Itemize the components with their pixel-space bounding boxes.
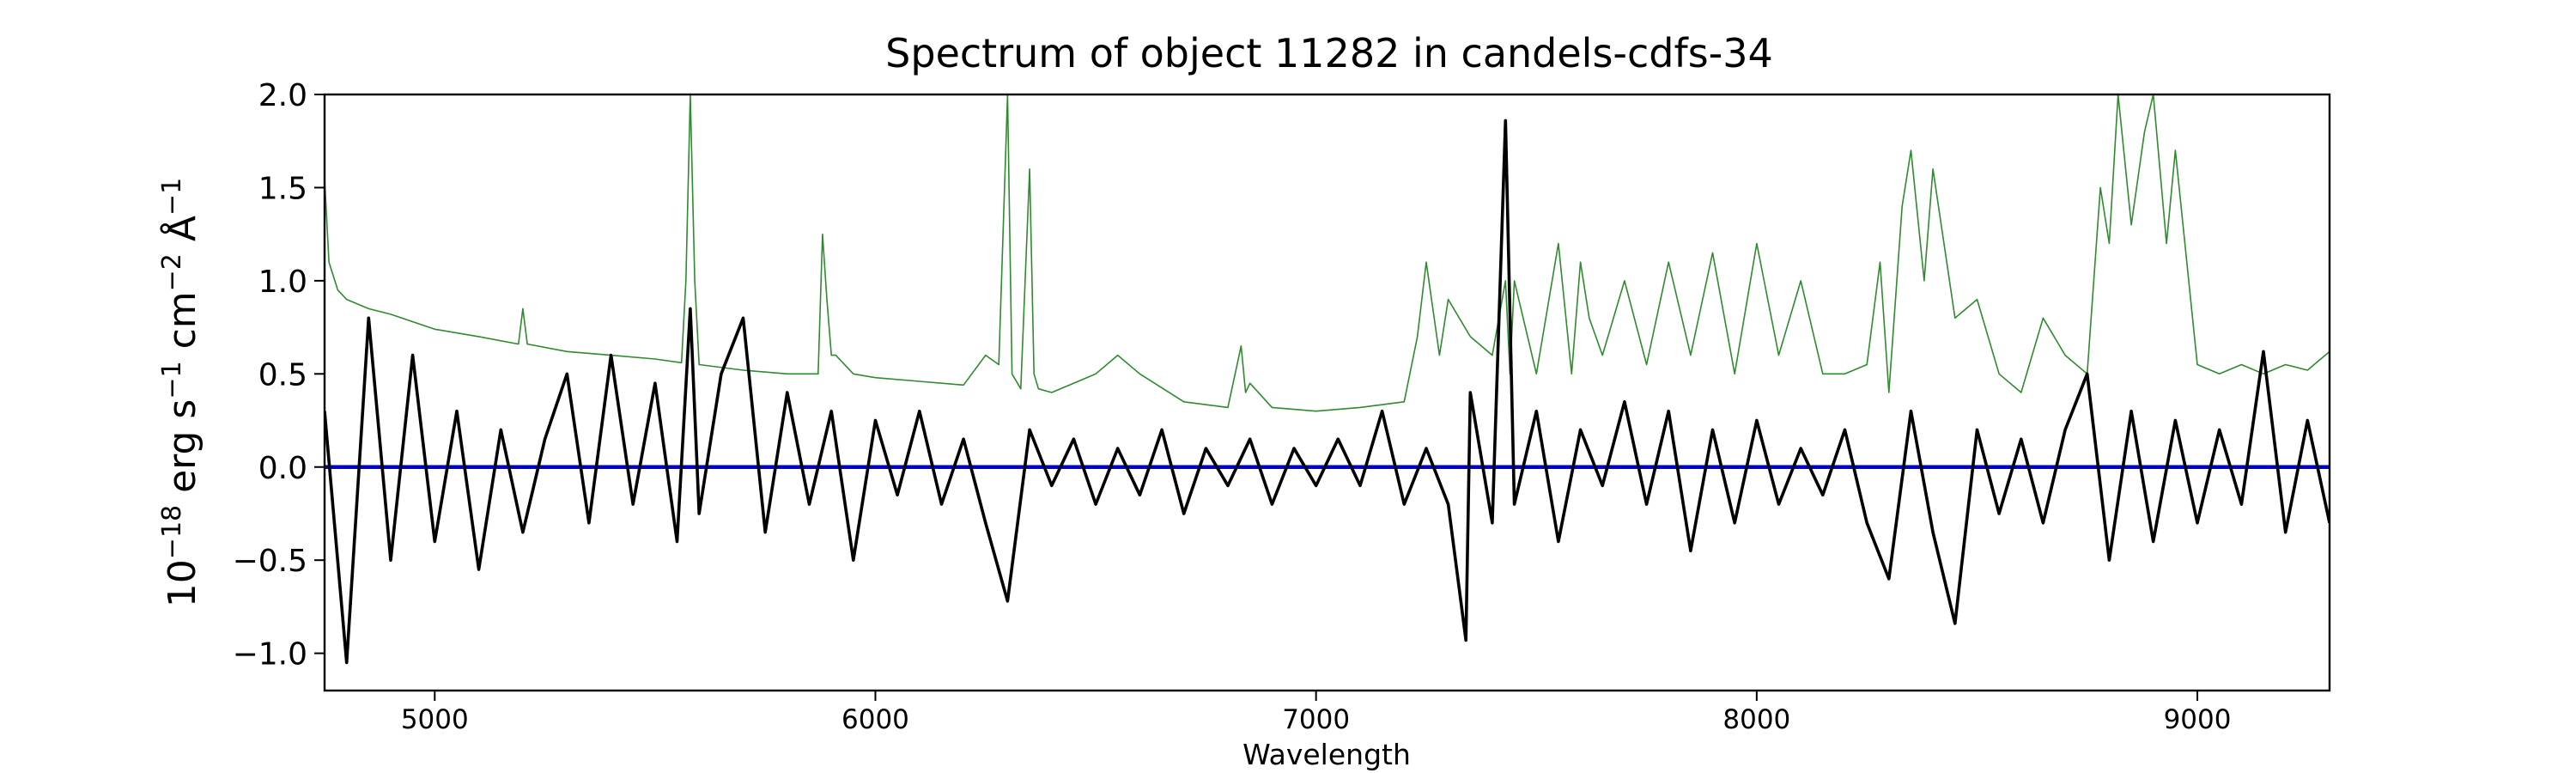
y-label-unit: cm (161, 291, 204, 361)
y-axis-label: 10−18 erg s−1 cm−2 Å−1 (157, 178, 205, 607)
x-tick-label: 6000 (841, 704, 909, 735)
y-tick-label: 1.0 (258, 265, 307, 300)
y-tick-label: −1.0 (233, 637, 307, 673)
x-tick-label: 8000 (1722, 704, 1790, 735)
series-layer (325, 94, 2330, 665)
y-label-unit-exponent: −1 (157, 178, 187, 216)
y-tick-label: −0.5 (233, 544, 307, 579)
y-label-base: 10 (161, 559, 204, 607)
x-tick-label: 9000 (2164, 704, 2232, 735)
y-label-unit: erg s (161, 399, 204, 505)
y-label-exponent: −18 (157, 505, 187, 559)
y-tick-label: 2.0 (258, 78, 307, 113)
y-label-unit-exponent: −2 (157, 253, 187, 291)
flux-spectrum-line (325, 119, 2330, 665)
plot-frame (323, 93, 2331, 692)
error-spectrum-line (325, 94, 2330, 412)
y-label-unit-exponent: −1 (157, 361, 187, 399)
y-tick-label: 1.5 (258, 171, 307, 206)
y-axis: −1.0 −0.5 0.0 0.5 1.0 1.5 2.0 (233, 78, 325, 673)
chart-title: Spectrum of object 11282 in candels-cdfs… (885, 30, 1773, 76)
x-tick-label: 7000 (1282, 704, 1350, 735)
x-axis-label: Wavelength (1242, 738, 1411, 771)
y-tick-label: 0.5 (258, 357, 307, 393)
x-tick-label: 5000 (401, 704, 469, 735)
y-tick-label: 0.0 (258, 451, 307, 486)
x-axis: 5000 6000 7000 8000 9000 (401, 691, 2232, 735)
y-label-unit: Å (159, 216, 204, 253)
